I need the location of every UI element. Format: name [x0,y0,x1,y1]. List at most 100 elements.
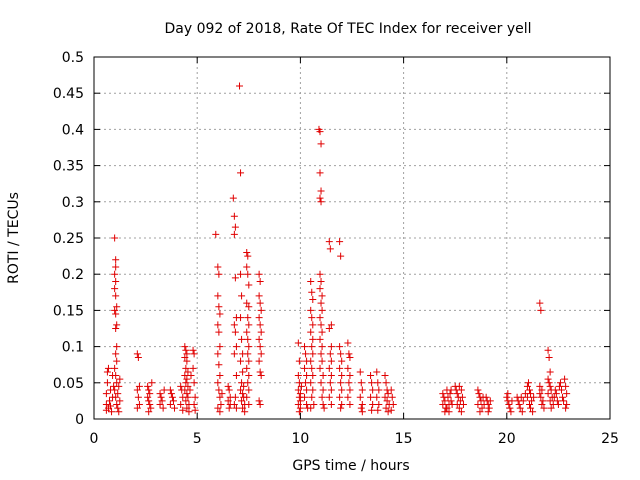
data-point [544,346,552,354]
data-point [166,401,174,409]
data-point [256,299,264,307]
data-point [111,306,119,314]
data-point [375,401,383,409]
data-point [237,386,245,394]
data-point [455,404,463,412]
data-point [527,390,535,398]
data-point [309,372,317,380]
y-tick-label: 0.2 [62,267,84,283]
data-point [482,393,490,401]
data-point [517,393,525,401]
data-point [529,408,537,416]
data-point [563,390,571,398]
data-point [295,379,303,387]
data-point [439,401,447,409]
data-point [102,390,110,398]
data-point [308,343,316,351]
data-point [318,357,326,365]
data-point [216,372,224,380]
data-point [307,379,315,387]
data-point [146,390,154,398]
data-point [113,401,121,409]
data-point [561,375,569,383]
data-point [523,382,531,390]
data-point [484,408,492,416]
data-point [133,404,141,412]
data-point [336,393,344,401]
data-point [237,270,245,278]
data-point [508,397,516,405]
data-point [562,404,570,412]
data-point [303,386,311,394]
data-point [245,321,253,329]
data-point [181,372,189,380]
data-point [308,288,316,296]
data-point [456,397,464,405]
data-point [338,401,346,409]
data-point [374,379,382,387]
data-point [316,270,324,278]
data-point [145,397,153,405]
data-point [325,325,333,332]
data-point [375,386,383,394]
data-point [186,386,194,394]
data-point [519,397,527,405]
data-point [550,393,558,401]
data-point [327,357,335,365]
data-point [374,406,382,414]
plot-frame [93,56,611,420]
data-point [215,303,223,311]
data-point [212,230,220,238]
data-point [115,382,123,390]
data-point [345,350,353,358]
data-point [309,335,317,343]
data-point [358,401,366,409]
data-point [179,406,187,414]
data-point [144,382,152,390]
data-point [537,393,545,401]
data-point [133,350,141,358]
data-point [156,390,164,398]
data-point [134,353,142,361]
data-point [476,408,484,416]
data-point [238,335,246,343]
data-point [181,343,189,351]
data-point [547,404,555,412]
y-tick-label: 0.05 [53,376,84,392]
data-point [337,350,345,358]
data-point [238,397,246,405]
data-point [146,401,154,409]
data-point [301,343,309,351]
data-point [169,397,177,405]
data-point [177,382,185,390]
data-point [309,386,317,394]
data-point [112,277,120,285]
data-point [337,379,345,387]
data-point [307,277,315,285]
data-point [241,408,249,416]
data-point [327,343,335,351]
data-point [562,382,570,390]
data-point [346,353,354,361]
data-point [316,314,324,322]
data-point [215,270,223,278]
data-point [504,390,512,398]
data-point [183,390,191,398]
data-point [303,372,311,380]
data-point [538,401,546,409]
data-point [327,386,335,394]
data-point [225,386,233,394]
data-point [297,382,305,390]
data-point [148,379,156,387]
data-point [104,364,112,372]
data-point [319,372,327,380]
data-point [475,390,483,398]
data-point [319,386,327,394]
y-tick-label: 0.5 [62,50,84,66]
data-point [112,256,120,264]
data-point [112,350,120,358]
x-tick-label: 5 [193,431,202,447]
data-point [255,397,263,405]
data-point [238,292,246,300]
